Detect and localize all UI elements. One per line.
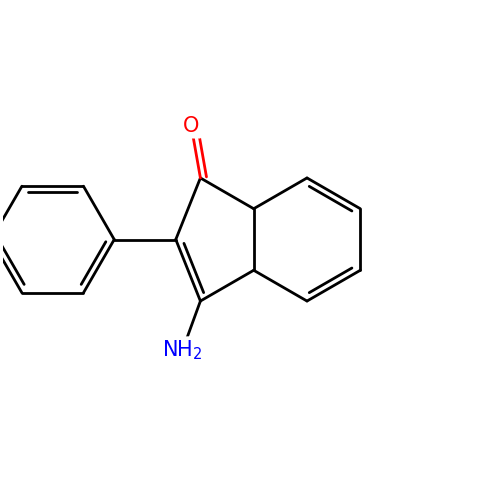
Text: NH$_2$: NH$_2$ xyxy=(162,338,203,362)
Text: O: O xyxy=(183,116,200,137)
